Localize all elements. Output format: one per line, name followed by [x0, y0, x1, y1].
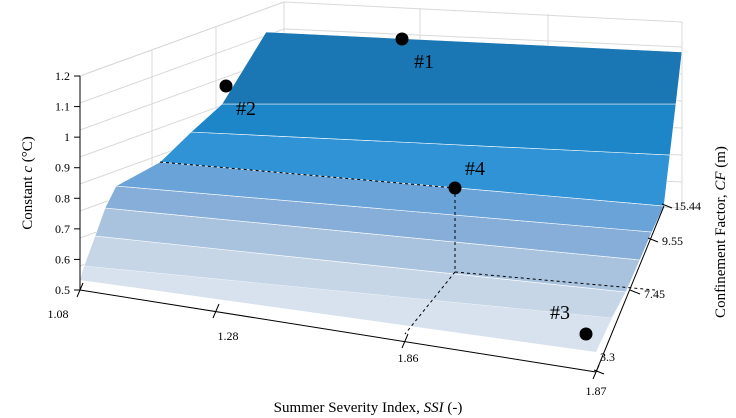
data-point-label: #2 — [236, 98, 256, 120]
x-tick-label: 1.08 — [48, 307, 69, 321]
x-tick-mark — [401, 333, 409, 349]
x-axis-ticks: 1.08 1.28 1.86 1.87 — [48, 282, 607, 398]
y-axis-ticks: 15.44 9.55 7.45 3.3 — [593, 199, 701, 375]
data-point-label: #4 — [465, 158, 485, 180]
surface-front-edge — [80, 266, 612, 352]
y-tick-mark — [647, 237, 659, 243]
z-axis-title: Constant c (°C) — [20, 136, 36, 230]
z-tick-label: 1 — [64, 130, 70, 144]
z-axis-ticks: 1.2 1.1 1 0.9 0.8 0.7 0.6 0.5 — [55, 69, 80, 297]
surface-band — [221, 31, 683, 105]
x-tick-label: 1.86 — [398, 351, 419, 365]
data-point — [395, 32, 409, 46]
z-tick-label: 0.7 — [55, 222, 70, 236]
z-tick-label: 0.6 — [55, 252, 70, 266]
surface-bands — [80, 31, 683, 352]
guide-line-4-ssi — [404, 271, 456, 335]
y-tick-mark — [593, 369, 605, 375]
x-tick-mark — [592, 364, 600, 380]
x-tick-label: 1.28 — [218, 329, 239, 343]
y-tick-label: 3.3 — [600, 350, 615, 364]
x-axis-title: Summer Severity Index, SSI (-) — [274, 400, 463, 416]
y-tick-mark — [661, 203, 673, 209]
y-tick-mark — [629, 289, 641, 295]
data-points: #1 #2 #3 #4 — [219, 32, 593, 341]
data-point-label: #3 — [550, 302, 570, 324]
z-tick-label: 1.1 — [55, 100, 70, 114]
x-tick-label: 1.87 — [586, 384, 607, 398]
z-tick-label: 0.5 — [55, 283, 70, 297]
guide-line-4-left — [159, 161, 456, 189]
y-tick-label: 7.45 — [644, 287, 665, 301]
x-tick-mark — [76, 282, 84, 298]
x-tick-mark — [212, 303, 220, 319]
z-tick-label: 0.8 — [55, 191, 70, 205]
z-tick-label: 1.2 — [55, 69, 70, 83]
y-tick-label: 9.55 — [662, 234, 683, 248]
guide-lines — [159, 161, 656, 335]
y-axis-line — [595, 205, 665, 373]
data-point-label: #1 — [414, 51, 434, 73]
data-point — [219, 79, 233, 93]
axes — [79, 76, 665, 373]
z-tick-label: 0.9 — [55, 161, 70, 175]
y-axis-title: Confinement Factor, CF (m) — [713, 146, 729, 318]
y-tick-label: 15.44 — [674, 199, 701, 213]
x-axis-line — [79, 289, 597, 373]
data-point — [579, 327, 593, 341]
data-point — [448, 181, 462, 195]
